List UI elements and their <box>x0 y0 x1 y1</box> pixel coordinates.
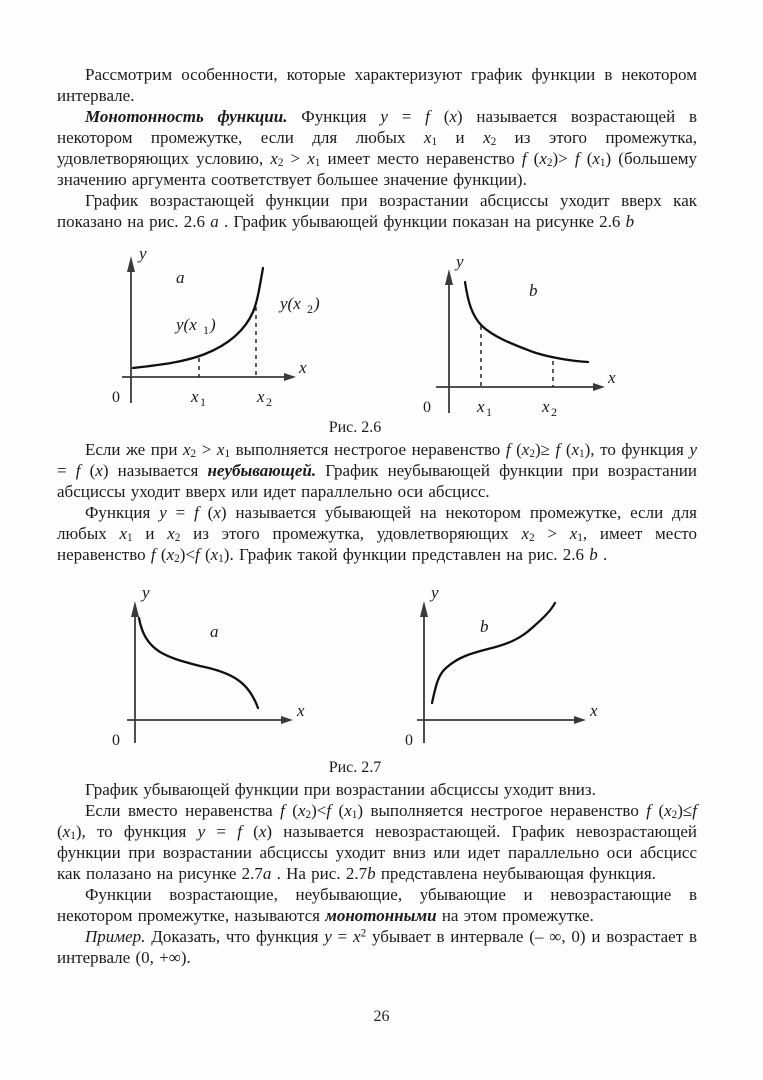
y-axis-arrow-icon <box>445 269 453 285</box>
origin-label: 0 <box>423 399 431 416</box>
tick-label-x1: x <box>190 387 199 406</box>
increasing-curve <box>131 266 265 370</box>
y-axis-label: y <box>137 244 147 263</box>
tick-label-x2-sub: 2 <box>266 395 272 409</box>
y-axis-label: y <box>429 583 439 602</box>
nondecreasing-curve <box>430 601 557 705</box>
y-axis-arrow-icon <box>131 601 139 617</box>
graph-2-6-b: y b x 0 x 1 x 2 <box>423 252 616 417</box>
x-axis-label: x <box>298 358 307 377</box>
figure-2-7: y a x 0 y b x 0 <box>0 565 763 757</box>
figure-2-7-caption: Рис. 2.7 <box>328 759 382 776</box>
curve-label-a: a <box>176 268 185 287</box>
paragraph-nondecreasing: Если же при x2 > x1 выполняется нестрого… <box>57 440 697 501</box>
origin-label: 0 <box>405 732 413 749</box>
decreasing-curve <box>463 280 590 364</box>
x-axis-arrow-icon <box>284 373 296 381</box>
origin-label: 0 <box>112 389 120 406</box>
tick-label-x1-sub: 1 <box>486 405 492 417</box>
paragraph-monotone-summary: Функции возрастающие, неубывающие, убыва… <box>57 885 697 925</box>
value-label-yx1-close: ) <box>209 315 216 334</box>
curve-label-a: a <box>210 622 219 641</box>
graph-2-6-a: y a y(x 1 ) y(x 2 ) x 0 x 1 x 2 <box>112 244 320 409</box>
curve-label-b: b <box>529 281 538 300</box>
x-axis-arrow-icon <box>593 383 605 391</box>
y-axis-arrow-icon <box>420 601 428 617</box>
value-label-yx2: y(x <box>278 294 301 313</box>
text-column: Рассмотрим особенности, которые характер… <box>57 64 697 968</box>
page-number: 26 <box>373 1008 390 1025</box>
tick-label-x1-sub: 1 <box>200 395 206 409</box>
x-axis-arrow-icon <box>574 716 586 724</box>
tick-label-x2-sub: 2 <box>551 405 557 417</box>
origin-label: 0 <box>112 732 120 749</box>
graph-2-7-b: y b x 0 <box>405 583 598 749</box>
value-label-yx1-sub: 1 <box>203 323 209 337</box>
paragraph-intro: Рассмотрим особенности, которые характер… <box>57 65 697 105</box>
y-axis-arrow-icon <box>127 256 135 272</box>
value-label-yx2-close: ) <box>313 294 320 313</box>
x-axis-label: x <box>607 368 616 387</box>
y-axis-label: y <box>140 583 150 602</box>
y-axis-label: y <box>454 252 464 271</box>
figure-2-6-canvas: y a y(x 1 ) y(x 2 ) x 0 x 1 x 2 <box>112 244 616 417</box>
figure-2-6-caption: Рис. 2.6 <box>328 419 382 436</box>
paragraph-decreasing-definition: Функция y = f (x) называется убывающей н… <box>57 503 698 566</box>
nonincreasing-curve <box>137 616 260 710</box>
figure-2-7-canvas: y a x 0 y b x 0 <box>112 583 598 749</box>
x-axis-arrow-icon <box>281 716 293 724</box>
x-axis-label: x <box>296 701 305 720</box>
tick-label-x2: x <box>541 397 550 416</box>
value-label-yx1: y(x <box>174 315 197 334</box>
paragraph-example: Пример. Доказать, что функция y = x2 убы… <box>57 927 697 967</box>
graph-2-7-a: y a x 0 <box>112 583 305 749</box>
tick-label-x1: x <box>476 397 485 416</box>
paragraph-monotonicity-definition: Монотонность функции. Функция y = f (x) … <box>57 107 698 189</box>
value-label-yx2-sub: 2 <box>307 302 313 316</box>
tick-label-x2: x <box>256 387 265 406</box>
x-axis-label: x <box>589 701 598 720</box>
paragraph-increasing-graph: График возрастающей функции при возраста… <box>57 191 697 231</box>
paragraph-nonincreasing: Если вместо неравенства f (x2)<f (x1) вы… <box>57 801 697 883</box>
curve-label-b: b <box>480 617 489 636</box>
paragraph-decreasing-graph: График убывающей функции при возрастании… <box>85 780 596 799</box>
figure-2-6: y a y(x 1 ) y(x 2 ) x 0 x 1 x 2 <box>0 232 763 417</box>
